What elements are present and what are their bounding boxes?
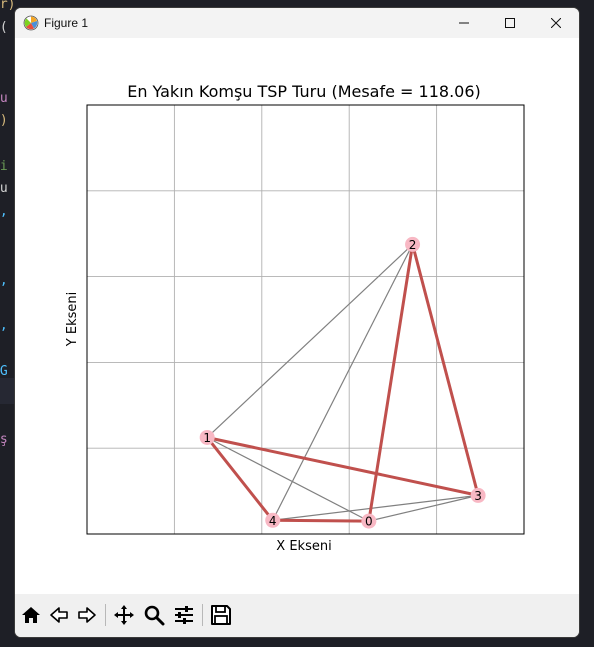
configure-subplots-button[interactable] [170, 601, 198, 629]
chart-title: En Yakın Komşu TSP Turu (Mesafe = 118.06… [127, 82, 481, 101]
close-icon [551, 18, 561, 28]
graph-edge [272, 494, 479, 521]
tour-edge [271, 518, 371, 523]
home-icon [22, 607, 40, 623]
code-fragment: (G [0, 364, 8, 379]
navigation-toolbar [15, 594, 579, 637]
x-axis-label: X Ekseni [276, 539, 331, 554]
minimize-icon [459, 22, 469, 24]
code-fragment: ou [0, 91, 8, 106]
graph-edge [272, 244, 414, 521]
minimize-button[interactable] [441, 8, 487, 38]
graph-edge [368, 494, 479, 522]
title-bar[interactable]: Figure 1 [15, 8, 579, 38]
graph-edges [206, 243, 479, 522]
maximize-icon [505, 18, 515, 28]
code-fragment: nş [0, 432, 8, 447]
toolbar-separator [202, 604, 203, 626]
editor-highlight-band [0, 378, 18, 404]
figure-window: Figure 1 En Yakın Komşu TSP Turu (Mesafe… [15, 8, 579, 637]
y-axis-label: Y Ekseni [65, 292, 80, 347]
code-fragment: G, [0, 318, 8, 333]
forward-button[interactable] [73, 601, 101, 629]
graph-edge [206, 436, 370, 522]
axes-frame [86, 104, 525, 535]
node-label: 3 [474, 489, 482, 503]
node-label: 0 [365, 515, 373, 529]
save-button[interactable] [207, 601, 235, 629]
window-title: Figure 1 [44, 16, 89, 30]
code-fragment: t( [0, 20, 8, 35]
home-button[interactable] [17, 601, 45, 629]
background-editor: ur) t( ou )) ci ou G, G, G, (G nş [0, 0, 18, 647]
graph-node [470, 487, 486, 503]
back-button[interactable] [45, 601, 73, 629]
move-icon [114, 605, 134, 625]
graph-nodes: 0 1 2 3 4 [199, 236, 486, 529]
node-label: 1 [203, 431, 211, 445]
forward-arrow-icon [78, 607, 96, 623]
floppy-disk-icon [211, 605, 231, 625]
tour-edge [205, 435, 480, 497]
tour-path [205, 242, 480, 523]
code-fragment: ou [0, 181, 8, 196]
zoom-button[interactable] [140, 601, 168, 629]
close-button[interactable] [533, 8, 579, 38]
tour-edge [205, 435, 275, 522]
figure-canvas[interactable]: En Yakın Komşu TSP Turu (Mesafe = 118.06… [15, 38, 579, 594]
graph-node [199, 429, 215, 445]
graph-edge [206, 243, 413, 438]
matplotlib-icon [23, 15, 39, 31]
maximize-button[interactable] [487, 8, 533, 38]
magnifier-icon [144, 605, 165, 626]
back-arrow-icon [50, 607, 68, 623]
tour-edge [411, 242, 480, 497]
sliders-icon [175, 606, 193, 624]
graph-node [361, 513, 377, 529]
pan-button[interactable] [110, 601, 138, 629]
graph-node [405, 236, 421, 252]
graph-node [265, 512, 281, 528]
code-fragment: )) [0, 113, 8, 128]
node-label: 2 [409, 238, 417, 252]
tsp-plot[interactable]: En Yakın Komşu TSP Turu (Mesafe = 118.06… [15, 38, 579, 594]
code-fragment: ci [0, 159, 8, 174]
code-fragment: G, [0, 204, 8, 219]
node-label: 4 [269, 514, 277, 528]
code-fragment: G, [0, 273, 8, 288]
grid [87, 105, 524, 534]
code-fragment: ur) [0, 0, 16, 12]
toolbar-separator [105, 604, 106, 626]
